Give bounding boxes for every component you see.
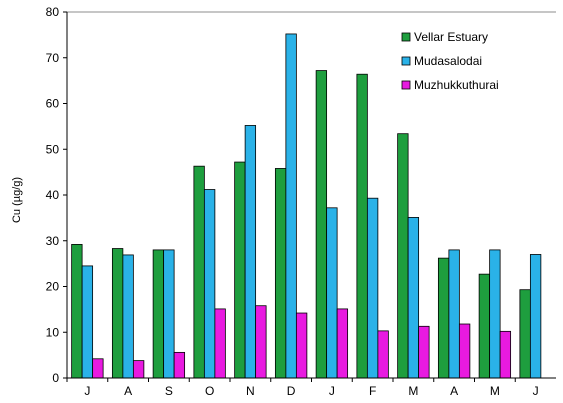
bar-vellar-estuary	[71, 244, 83, 379]
y-tick-label: 60	[46, 97, 60, 111]
bar-vellar-estuary	[315, 70, 328, 379]
x-tick-label: N	[246, 384, 255, 398]
bar-mudasalodai	[407, 217, 420, 379]
x-tick-label: S	[165, 384, 173, 398]
bar-vellar-estuary	[111, 248, 124, 379]
bar-muzhukkuthurai	[418, 325, 430, 379]
y-tick-label: 80	[46, 5, 60, 19]
y-tick-label: 0	[52, 371, 59, 385]
y-tick-label: 20	[46, 280, 60, 294]
x-tick-label: J	[329, 384, 335, 398]
legend-label: Muzhukkuthurai	[414, 78, 499, 92]
x-tick-label: J	[533, 384, 539, 398]
bar-muzhukkuthurai	[377, 330, 389, 379]
y-tick-label: 40	[46, 188, 60, 202]
x-tick-label: A	[450, 384, 458, 398]
y-tick-label: 10	[46, 325, 60, 339]
legend-label: Mudasalodai	[414, 54, 482, 68]
legend-label: Vellar Estuary	[414, 30, 488, 44]
plot-area	[67, 11, 556, 379]
bar-muzhukkuthurai	[336, 308, 349, 379]
bar-vellar-estuary	[193, 165, 205, 379]
bar-muzhukkuthurai	[458, 323, 471, 379]
legend-swatch	[401, 32, 411, 42]
bar-mudasalodai	[366, 197, 379, 379]
bar-mudasalodai	[529, 254, 542, 379]
bar-vellar-estuary	[478, 273, 491, 379]
x-tick-label: J	[84, 384, 90, 398]
bar-vellar-estuary	[397, 133, 409, 379]
bar-vellar-estuary	[356, 73, 368, 379]
bar-mudasalodai	[326, 207, 338, 379]
bar-vellar-estuary	[274, 168, 287, 379]
x-tick-label: M	[408, 384, 418, 398]
bar-muzhukkuthurai	[295, 312, 308, 379]
y-tick-label: 70	[46, 51, 60, 65]
bar-vellar-estuary	[152, 249, 165, 379]
bar-muzhukkuthurai	[214, 308, 226, 379]
bar-mudasalodai	[122, 254, 134, 379]
y-tick-label: 30	[46, 234, 60, 248]
x-tick-label: O	[205, 384, 214, 398]
bar-mudasalodai	[448, 249, 460, 379]
bar-mudasalodai	[163, 249, 175, 379]
legend: Vellar Estuary Mudasalodai Muzhukkuthurai	[401, 30, 499, 92]
bar-muzhukkuthurai	[499, 330, 512, 379]
bar-mudasalodai	[81, 265, 94, 379]
bar-mudasalodai	[285, 33, 297, 379]
bar-mudasalodai	[489, 249, 501, 379]
bar-vellar-estuary	[234, 161, 246, 379]
x-tick-label: D	[287, 384, 296, 398]
y-tick-label: 50	[46, 142, 60, 156]
y-axis: 0 10 20 30 40 50 60 70 80	[46, 5, 68, 385]
x-tick-label: F	[369, 384, 376, 398]
legend-swatch	[401, 80, 411, 90]
bar-vellar-estuary	[437, 257, 450, 379]
x-tick-label: A	[124, 384, 132, 398]
bar-muzhukkuthurai	[173, 351, 186, 379]
bar-vellar-estuary	[519, 289, 531, 379]
bar-mudasalodai	[244, 125, 257, 379]
bar-mudasalodai	[203, 189, 216, 379]
bar-muzhukkuthurai	[132, 360, 145, 379]
bar-muzhukkuthurai	[92, 358, 104, 379]
x-tick-label: M	[490, 384, 500, 398]
bar-muzhukkuthurai	[255, 305, 267, 379]
legend-swatch	[401, 56, 411, 66]
y-axis-title: Cu (µg/g)	[11, 177, 23, 223]
